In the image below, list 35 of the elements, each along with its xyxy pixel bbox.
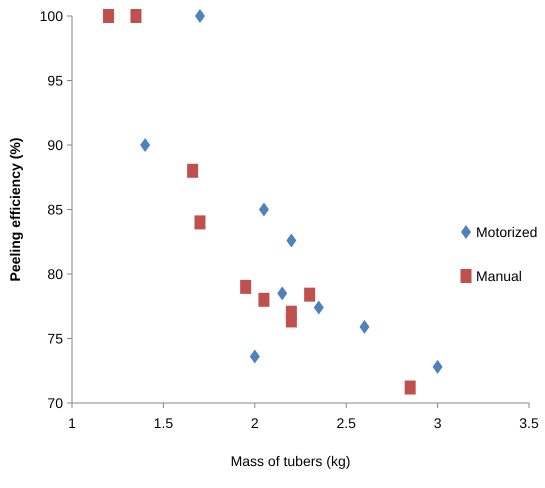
point <box>140 138 150 152</box>
x-tick-label: 1 <box>68 415 76 431</box>
y-tick-label: 100 <box>40 8 64 24</box>
point <box>250 350 260 364</box>
x-tick-label: 3.5 <box>519 415 539 431</box>
point <box>240 280 252 294</box>
point <box>258 202 269 216</box>
legend-label: Manual <box>476 268 522 284</box>
y-axis-title: Peeling efficiency (%) <box>7 138 23 282</box>
point <box>194 215 206 230</box>
x-tick-label: 1.5 <box>154 415 174 431</box>
point <box>277 286 288 300</box>
point <box>404 380 416 395</box>
x-axis-title: Mass of tubers (kg) <box>230 453 350 469</box>
y-tick-label: 80 <box>47 266 64 282</box>
point <box>130 9 142 23</box>
x-tick-label: 2 <box>250 415 259 431</box>
point <box>304 288 316 302</box>
y-tick-label: 85 <box>47 201 64 218</box>
point <box>432 360 443 374</box>
point <box>286 233 296 248</box>
y-tick-label: 95 <box>47 72 64 88</box>
legend-label: Motorized <box>476 224 538 240</box>
y-tick-label: 75 <box>47 330 64 346</box>
point <box>194 9 205 23</box>
y-tick-label: 90 <box>47 136 64 153</box>
point <box>103 9 114 23</box>
point <box>286 313 297 328</box>
point <box>314 300 324 315</box>
y-tick-label: 70 <box>47 394 64 411</box>
point <box>258 292 270 307</box>
x-tick-label: 3 <box>434 415 442 431</box>
point <box>359 320 370 334</box>
x-tick-label: 2.5 <box>336 415 356 431</box>
point <box>187 164 198 178</box>
